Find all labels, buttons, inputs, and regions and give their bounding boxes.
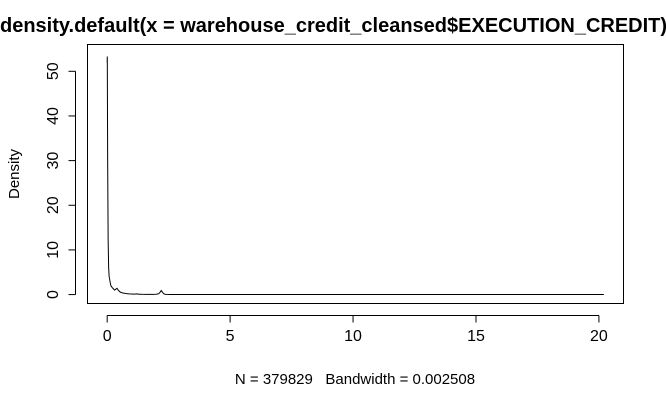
y-tick-label: 50 [45,62,62,80]
x-tick-label: 5 [226,328,235,345]
x-tick-label: 0 [103,328,112,345]
x-tick-label: 10 [344,328,362,345]
y-tick-label: 40 [45,107,62,125]
x-axis: 0 5 10 15 20 [103,315,608,345]
plot-frame [87,44,624,304]
y-axis: 0 10 20 30 40 50 [45,62,76,299]
y-tick-label: 10 [45,241,62,259]
x-tick-label: 20 [590,328,608,345]
y-tick-label: 0 [45,290,62,299]
y-tick-label: 20 [45,196,62,214]
y-axis-label: Density [6,148,23,199]
density-curve [106,56,604,296]
chart-title: density.default(x = warehouse_credit_cle… [0,15,666,37]
x-tick-label: 15 [467,328,485,345]
y-tick-label: 30 [45,152,62,170]
x-axis-label: N = 379829 Bandwidth = 0.002508 [235,371,475,388]
